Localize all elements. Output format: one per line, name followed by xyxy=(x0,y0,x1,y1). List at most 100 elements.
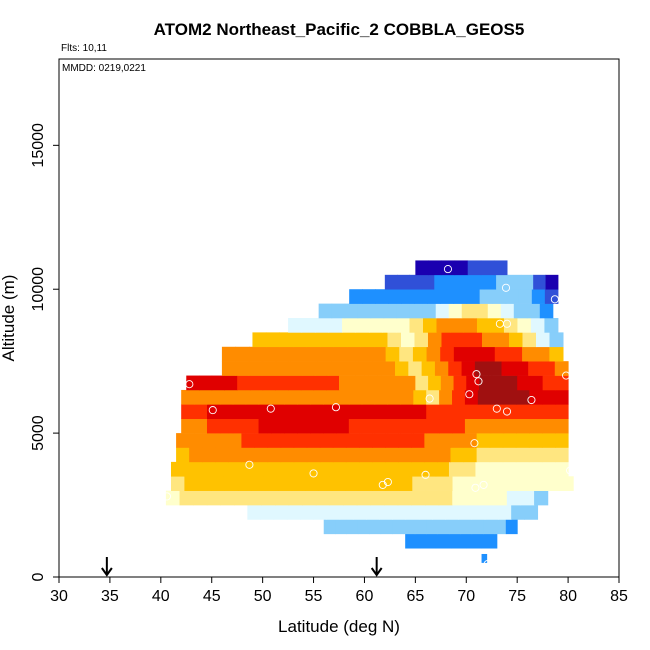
heatmap-cell xyxy=(317,346,332,362)
heatmap-cell xyxy=(385,476,400,491)
heatmap-cell xyxy=(506,490,521,506)
heatmap-cell xyxy=(237,375,251,391)
heatmap-cell xyxy=(220,490,235,506)
heatmap-cell xyxy=(511,505,525,520)
heatmap-cell xyxy=(399,346,414,362)
heatmap-cell xyxy=(387,332,402,348)
heatmap-cell xyxy=(414,519,427,535)
heatmap-cell xyxy=(549,346,564,362)
heatmap-cell xyxy=(529,404,543,420)
heatmap-cell xyxy=(267,433,282,448)
heatmap-cell xyxy=(319,332,334,348)
heatmap-cell xyxy=(293,447,308,463)
heatmap-cell xyxy=(194,404,208,420)
flight-point xyxy=(502,319,512,328)
heatmap-cell xyxy=(326,375,340,391)
x-tick-label: 75 xyxy=(508,588,526,605)
heatmap-cell xyxy=(481,553,488,563)
heatmap-cell xyxy=(492,289,507,304)
heatmap-cell xyxy=(542,404,556,420)
heatmap-cell xyxy=(250,461,265,477)
heatmap-cell xyxy=(374,418,389,434)
heatmap-cell xyxy=(437,519,450,535)
x-tick-label: 50 xyxy=(254,588,272,605)
heatmap-cell xyxy=(306,433,321,448)
heatmap-cell xyxy=(368,361,383,376)
heatmap-cell xyxy=(544,289,559,304)
heatmap-cell xyxy=(479,375,493,391)
heatmap-cell xyxy=(375,289,389,304)
heatmap-cell xyxy=(373,332,388,348)
heatmap-cell xyxy=(554,461,569,477)
heatmap-cell xyxy=(490,389,505,405)
heatmap-cell xyxy=(422,303,437,319)
heatmap-cell xyxy=(171,461,185,477)
heatmap-cell xyxy=(335,418,350,434)
heatmap-cell xyxy=(414,289,428,304)
heatmap-cell xyxy=(352,505,367,520)
x-tick-label: 60 xyxy=(356,588,374,605)
heatmap-cell xyxy=(466,375,480,391)
heatmap-cell xyxy=(372,447,386,463)
heatmap-cell xyxy=(411,490,426,506)
heatmap-cell xyxy=(496,274,509,290)
heatmap-cell xyxy=(357,303,372,319)
heatmap-cell xyxy=(199,375,213,391)
heatmap-cell xyxy=(425,476,440,491)
heatmap-cell xyxy=(400,404,414,420)
heatmap-cell xyxy=(297,404,311,420)
heatmap-cell xyxy=(385,447,399,463)
heatmap-cell xyxy=(181,389,195,405)
heatmap-cell xyxy=(424,433,438,448)
heatmap-cell xyxy=(301,361,316,376)
y-axis: 0 5000 10000 15000 xyxy=(30,123,59,581)
flight-point xyxy=(266,404,275,413)
heatmap-cell xyxy=(555,375,569,391)
heatmap-cell xyxy=(453,346,468,362)
heatmap-cell xyxy=(319,447,334,463)
heatmap-cell xyxy=(345,476,360,491)
heatmap-cell xyxy=(546,476,561,491)
heatmap-cell xyxy=(412,476,427,491)
heatmap-cell xyxy=(397,490,412,506)
heatmap-cell xyxy=(466,533,483,549)
heatmap-cell xyxy=(228,447,242,463)
heatmap-cell xyxy=(364,375,378,391)
heatmap-cell xyxy=(288,318,303,333)
heatmap-cell xyxy=(467,346,482,362)
heatmap-cell xyxy=(258,418,272,434)
heatmap-cell xyxy=(462,461,476,477)
heatmap-cell xyxy=(508,346,523,362)
heatmap-cell xyxy=(361,389,376,405)
heatmap-cell xyxy=(301,318,316,333)
heatmap-cell xyxy=(475,461,490,477)
heatmap-cell xyxy=(448,461,463,477)
heatmap-cell xyxy=(382,318,397,333)
heatmap-cell xyxy=(453,375,467,391)
heatmap-cell xyxy=(219,389,234,405)
heatmap-cell xyxy=(402,375,416,391)
heatmap-cell xyxy=(555,404,569,420)
heatmap-cell xyxy=(356,461,371,477)
heatmap-cell xyxy=(184,476,199,491)
x-tick-label: 70 xyxy=(457,588,475,605)
heatmap-cell xyxy=(400,418,414,434)
heatmap-cell xyxy=(247,505,262,520)
heatmap-cell xyxy=(328,361,343,376)
heatmap-cell xyxy=(476,433,491,448)
heatmap-cell xyxy=(271,418,285,434)
heatmap-cell xyxy=(479,490,494,506)
heatmap-cell xyxy=(184,461,198,477)
heatmap-cell xyxy=(425,490,440,506)
heatmap-cell xyxy=(202,447,216,463)
heatmap-cell xyxy=(451,533,467,549)
heatmap-cell xyxy=(434,361,449,376)
flight-point xyxy=(479,480,488,489)
heatmap-cell xyxy=(288,490,303,506)
heatmap-cell xyxy=(371,346,387,362)
heatmap-cell xyxy=(412,346,428,362)
heatmap-cell xyxy=(349,289,363,304)
heatmap-cell xyxy=(409,461,423,477)
heatmap-cell xyxy=(215,447,229,463)
heatmap-cell xyxy=(303,461,318,477)
